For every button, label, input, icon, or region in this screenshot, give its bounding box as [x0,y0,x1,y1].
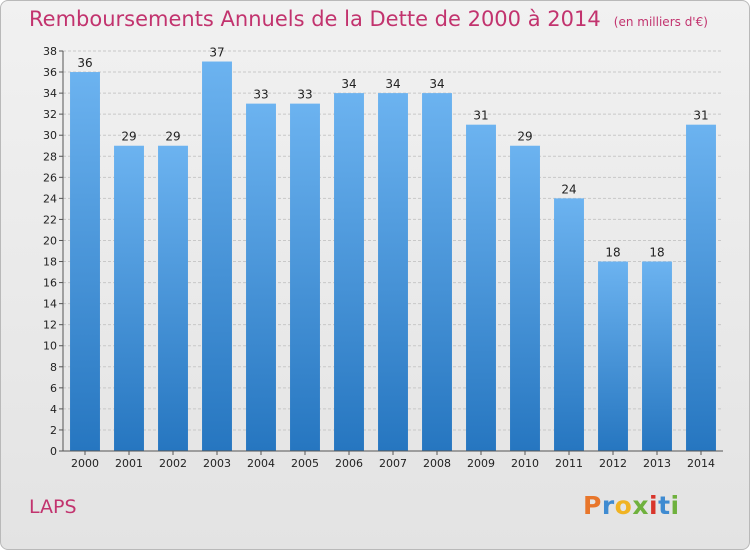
y-tick-label: 20 [43,234,57,247]
logo-letter: r [601,491,615,520]
bar-value-label: 34 [341,77,356,91]
logo-letter: i [670,491,680,520]
bar-value-label: 18 [605,246,620,260]
y-tick-label: 6 [50,382,57,395]
y-tick-label: 26 [43,171,57,184]
bar-2013[interactable] [642,261,672,451]
x-tick-label: 2004 [247,457,275,470]
logo-letter: x [632,491,649,520]
bar-2008[interactable] [422,93,452,452]
y-tick-label: 36 [43,66,57,79]
bar-2002[interactable] [158,145,188,451]
bar-value-label: 31 [693,109,708,123]
bar-2010[interactable] [510,145,540,451]
logo-letter: i [649,491,659,520]
bar-2014[interactable] [686,124,716,452]
bar-value-label: 24 [561,182,576,196]
bar-2003[interactable] [202,61,232,452]
x-tick-label: 2005 [291,457,319,470]
x-tick-label: 2006 [335,457,363,470]
chart-title-block: Remboursements Annuels de la Dette de 20… [29,7,708,31]
bar-value-label: 34 [385,77,400,91]
y-tick-label: 32 [43,108,57,121]
y-tick-label: 10 [43,340,57,353]
bar-value-label: 33 [253,88,268,102]
bar-2000[interactable] [70,72,100,451]
logo-letter: P [583,491,602,520]
bar-value-label: 29 [165,130,180,144]
y-tick-label: 8 [50,361,57,374]
y-tick-label: 2 [50,424,57,437]
bar-value-label: 29 [121,130,136,144]
x-tick-label: 2003 [203,457,231,470]
x-tick-label: 2000 [71,457,99,470]
commune-name: LAPS [29,496,77,518]
x-axis: 2000 2001 2002 2003 2004 2005 2006 2007 2008 2009… [63,450,723,470]
y-tick-label: 16 [43,277,57,290]
x-tick-label: 2009 [467,457,495,470]
logo-letter: t [658,491,671,520]
bar-2006[interactable] [334,93,364,452]
x-tick-label: 2002 [159,457,187,470]
y-tick-label: 28 [43,150,57,163]
x-tick-label: 2011 [555,457,583,470]
bar-value-label: 31 [473,109,488,123]
y-tick-label: 22 [43,213,57,226]
bar-2007[interactable] [378,93,408,452]
bar-2009[interactable] [466,124,496,452]
x-tick-label: 2001 [115,457,143,470]
chart-subtitle: (en milliers d'€) [613,15,708,29]
bar-value-label: 37 [209,46,224,60]
y-tick-label: 30 [43,129,57,142]
bar-2001[interactable] [114,145,144,451]
y-tick-label: 14 [43,298,57,311]
proxiti-logo[interactable]: Proxiti [583,491,680,520]
bar-2011[interactable] [554,198,584,451]
bar-2012[interactable] [598,261,628,451]
y-tick-label: 12 [43,319,57,332]
y-tick-label: 38 [43,45,57,58]
y-tick-label: 34 [43,87,57,100]
y-tick-label: 24 [43,192,57,205]
bars: 36 29 29 37 33 33 34 34 34 31 29 24 18 18 31 [70,46,716,452]
bar-value-label: 18 [649,246,664,260]
x-tick-label: 2010 [511,457,539,470]
x-tick-label: 2007 [379,457,407,470]
bar-value-label: 29 [517,130,532,144]
chart-title: Remboursements Annuels de la Dette de 20… [29,7,601,31]
logo-letter: o [614,491,633,520]
bar-value-label: 36 [77,56,92,70]
x-tick-label: 2014 [687,457,715,470]
bar-2005[interactable] [290,103,320,451]
bar-2004[interactable] [246,103,276,451]
y-tick-label: 18 [43,256,57,269]
bar-value-label: 34 [429,77,444,91]
y-tick-label: 0 [50,445,57,458]
x-tick-label: 2012 [599,457,627,470]
y-tick-label: 4 [50,403,57,416]
x-tick-label: 2013 [643,457,671,470]
bar-value-label: 33 [297,88,312,102]
x-tick-label: 2008 [423,457,451,470]
